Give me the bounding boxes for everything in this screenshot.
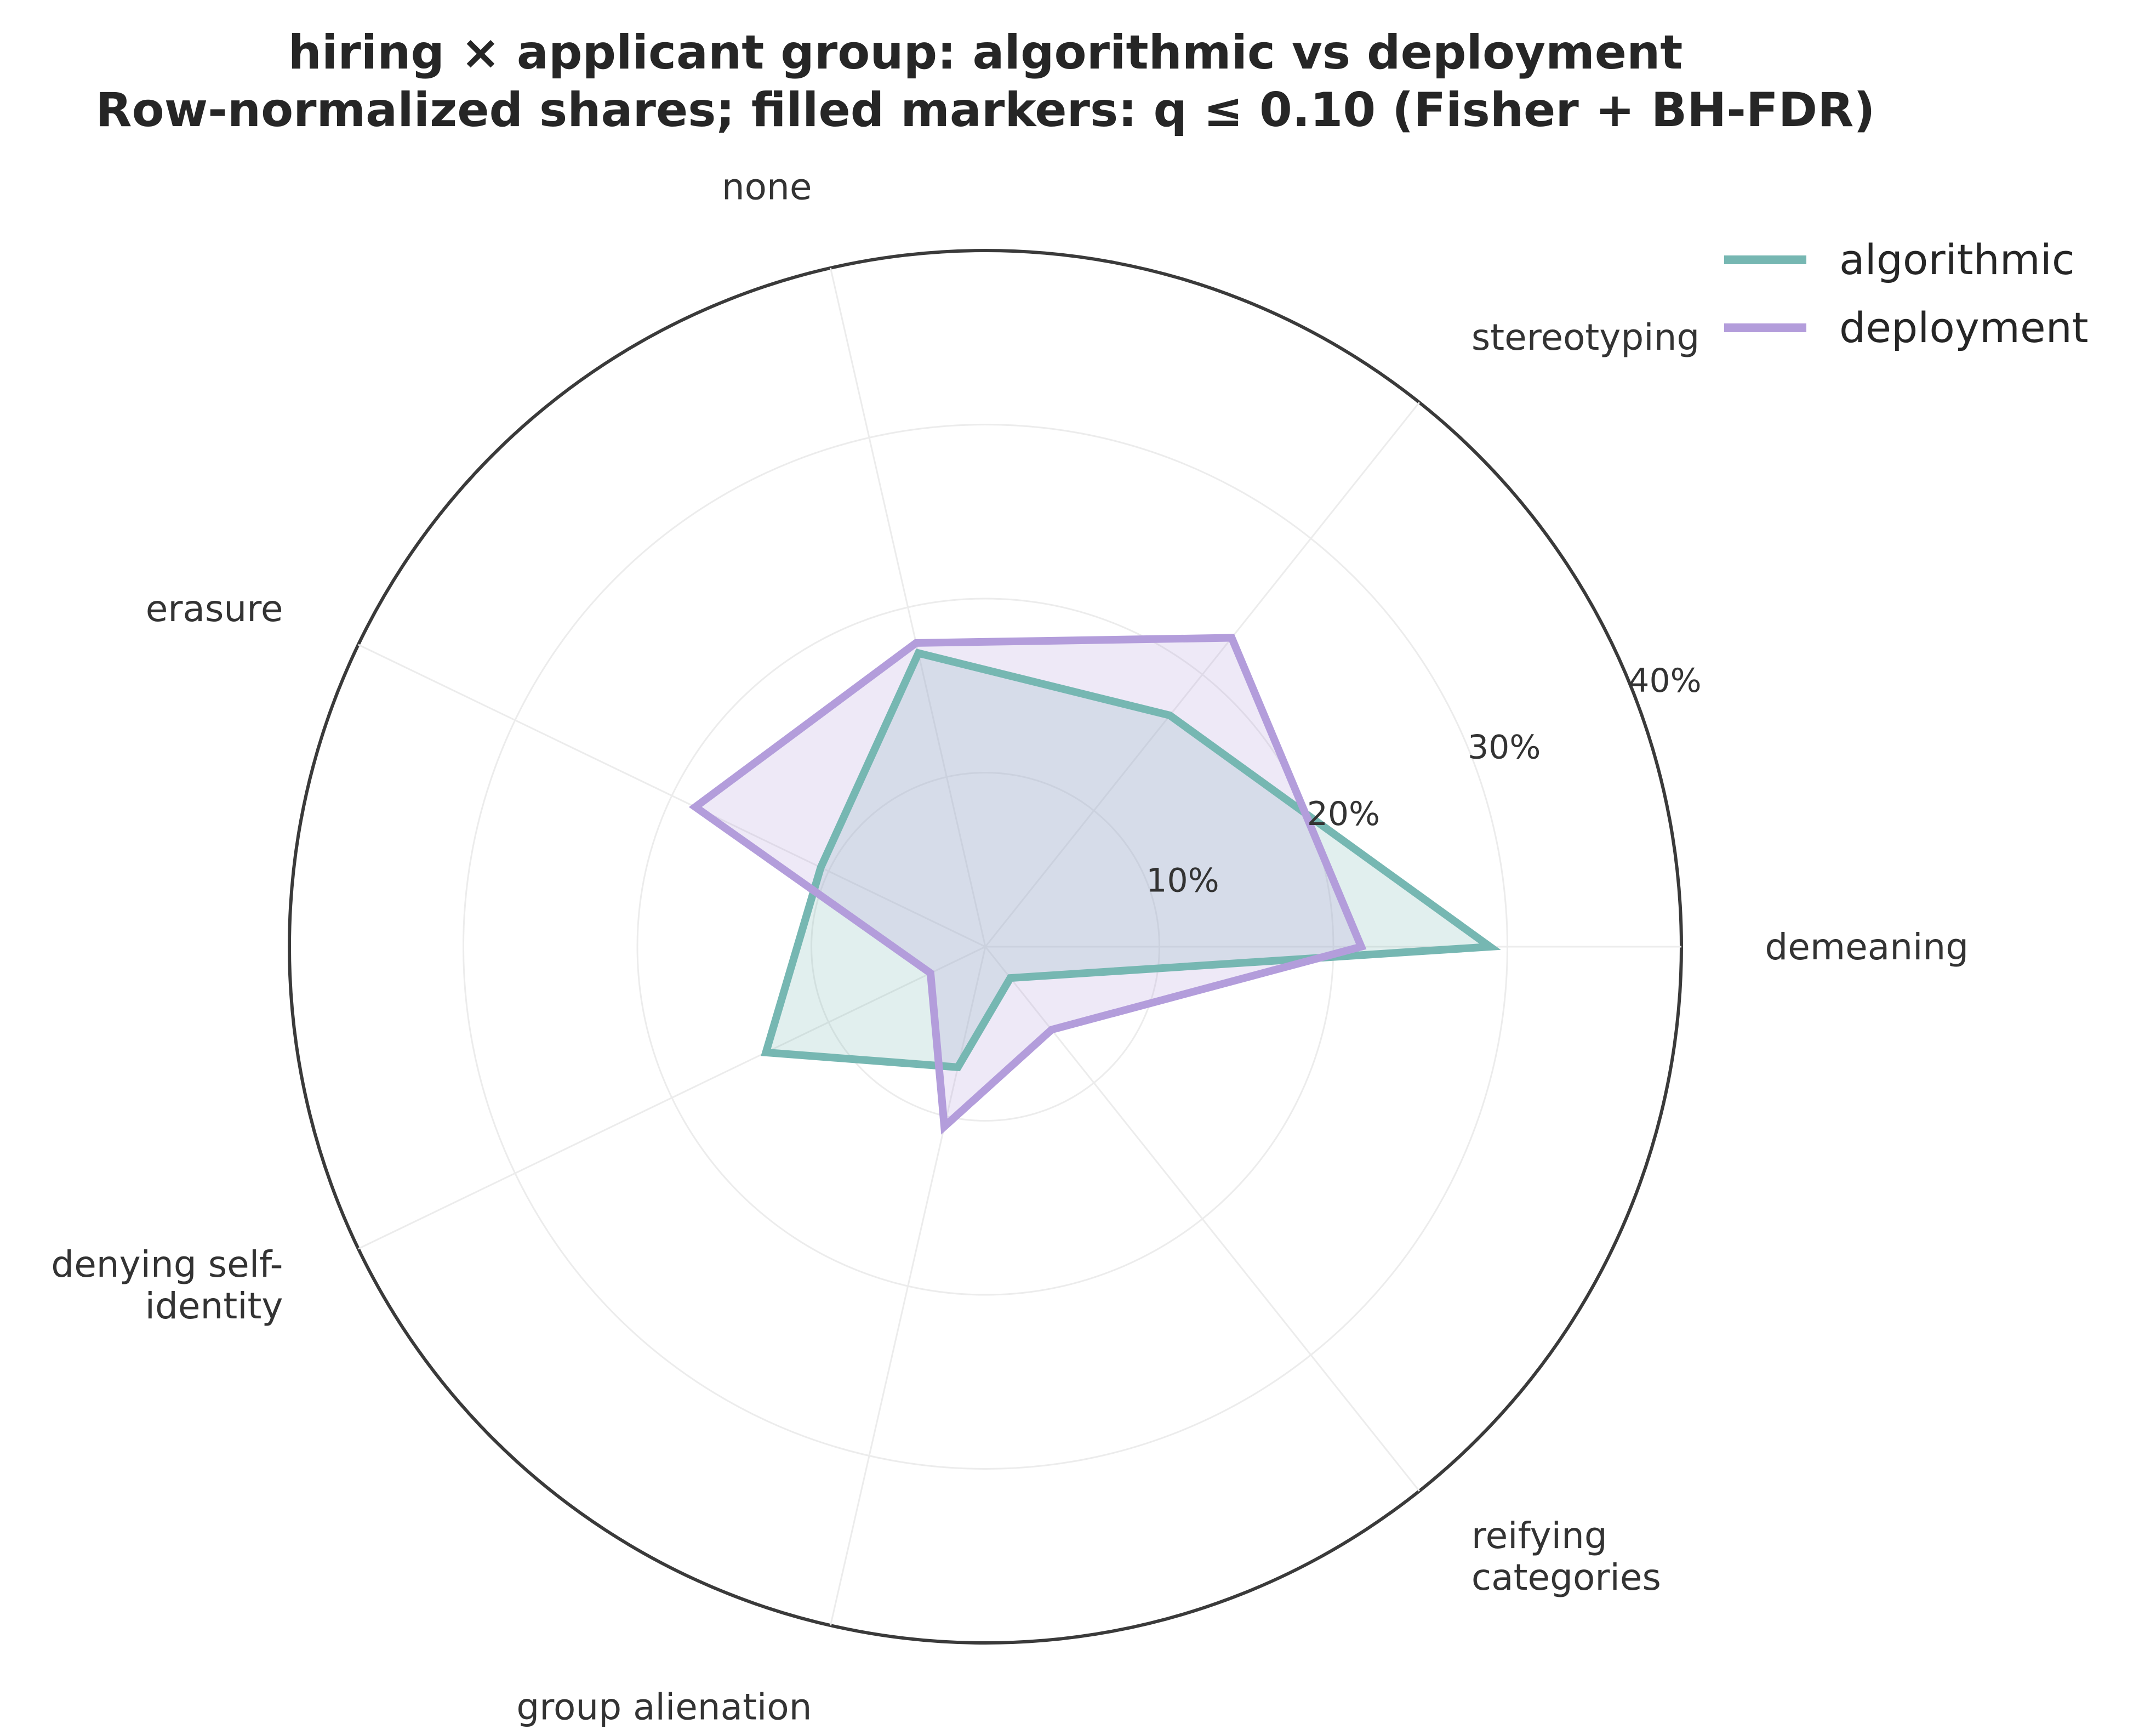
category-label-line: erasure [146, 588, 283, 630]
category-label: erasure [146, 588, 283, 630]
category-label-line: categories [1471, 1556, 1661, 1599]
grid-spoke [984, 946, 1421, 1492]
category-label-line: reifying [1471, 1515, 1607, 1557]
grid-spoke [358, 644, 986, 948]
r-tick-label: 40% [1628, 662, 1701, 700]
grid-spoke [358, 946, 986, 1250]
category-labels: demeaning stereotyping none erasure denying … [51, 166, 1969, 1728]
chart-title: hiring × applicant group: algorithmic vs… [288, 25, 1683, 80]
grid-spoke [984, 402, 1421, 947]
category-label: reifying categories [1471, 1515, 1661, 1599]
category-label: denying self-identity [51, 1243, 283, 1327]
legend-label-deployment: deployment [1839, 303, 2089, 352]
category-label: stereotyping [1471, 316, 1699, 359]
category-label: none [722, 166, 812, 208]
r-tick-label: 20% [1307, 795, 1380, 833]
series-fill-algorithmic [766, 653, 1490, 1067]
series-layer [688, 634, 1501, 1135]
series-fill-deployment [695, 638, 1361, 1127]
series-line-deployment [688, 634, 1367, 1135]
category-label-line: demeaning [1765, 926, 1969, 968]
radial-tick-labels: 10% 20% 30% 40% [1146, 662, 1701, 900]
legend: algorithmic deployment [1724, 235, 2089, 352]
category-label-line: group alienation [516, 1686, 812, 1728]
legend-label-algorithmic: algorithmic [1839, 235, 2075, 284]
category-label-line: stereotyping [1471, 316, 1699, 359]
r-tick-label: 30% [1468, 729, 1541, 767]
category-label: demeaning [1765, 926, 1969, 968]
category-label-line: identity [145, 1285, 283, 1327]
chart-subtitle: Row-normalized shares; filled markers: q… [95, 83, 1875, 138]
category-label: group alienation [516, 1686, 812, 1728]
category-label-line: none [722, 166, 812, 208]
grid-spoke [829, 268, 986, 947]
category-label-line: denying self- [51, 1243, 283, 1285]
series-line-algorithmic [761, 649, 1501, 1072]
r-tick-label: 10% [1146, 862, 1219, 900]
radial-grid [288, 249, 1683, 1645]
